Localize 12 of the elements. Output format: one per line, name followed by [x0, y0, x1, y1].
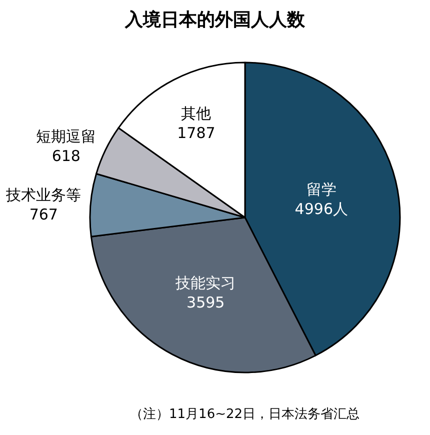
- chart-title: 入境日本的外国人人数: [124, 10, 306, 31]
- data-label: 767: [29, 206, 58, 224]
- slice-label: 留学: [306, 180, 336, 198]
- slice-label: 技能实习: [174, 274, 236, 292]
- slice-label: 短期逗留: [36, 128, 96, 146]
- data-label: 3595: [186, 294, 225, 312]
- slice-label: 技术业务等: [5, 186, 82, 204]
- slice-label: 其他: [181, 104, 212, 122]
- data-label: 618: [52, 147, 80, 166]
- text: （注）11月16~22日，日本法务省汇总: [130, 407, 360, 422]
- data-label: 1787: [177, 124, 216, 142]
- data-label: 4996人: [294, 200, 348, 218]
